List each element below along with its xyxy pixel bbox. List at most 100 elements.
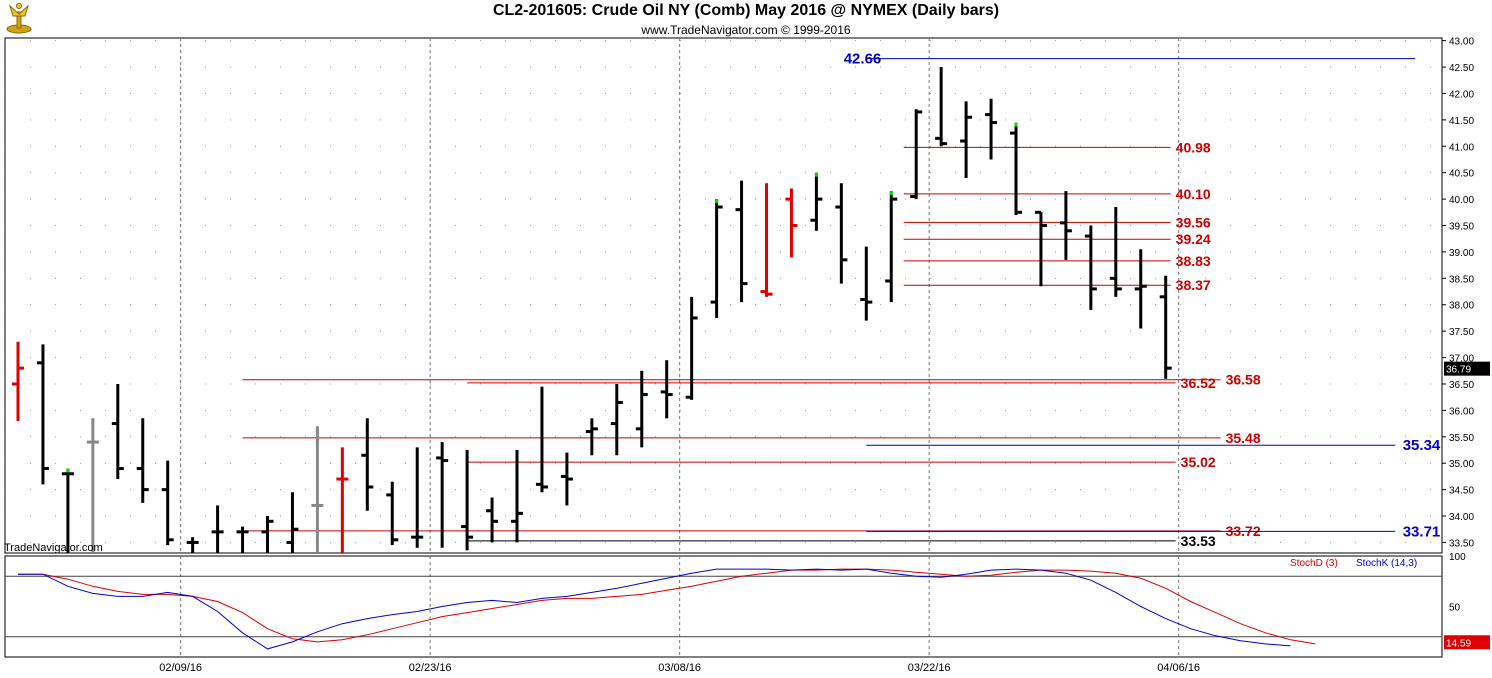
level-label: 33.72 [1226, 523, 1261, 539]
y-tick-label: 34.50 [1449, 486, 1474, 497]
y-tick-label: 42.50 [1449, 63, 1474, 74]
level-label: 42.66 [844, 51, 882, 68]
last-price-label: 36.79 [1446, 365, 1471, 376]
level-label: 35.02 [1181, 454, 1216, 470]
ohlc-bar [336, 447, 349, 553]
ohlc-bar [36, 344, 49, 485]
y-tick-label: 43.00 [1449, 37, 1474, 48]
ohlc-bar [885, 191, 898, 303]
ohlc-bar [860, 246, 873, 321]
legend-stochk: StochK (14,3) [1356, 558, 1417, 569]
y-tick-label: 38.00 [1449, 301, 1474, 312]
level-label: 40.98 [1176, 139, 1211, 155]
y-tick-label: 40.00 [1449, 195, 1474, 206]
ohlc-bar [710, 199, 723, 318]
level-label: 38.37 [1176, 277, 1211, 293]
ohlc-bar [12, 341, 24, 421]
y-tick-label: 35.00 [1449, 459, 1474, 470]
ohlc-bar [1159, 275, 1172, 379]
ohlc-bar [261, 516, 274, 553]
ohlc-bar [1109, 207, 1122, 297]
ohlc-bar [111, 383, 124, 480]
watermark-text: TradeNavigator.com [4, 542, 103, 554]
stoch-line [18, 568, 1291, 650]
x-tick-label: 02/23/16 [409, 662, 452, 674]
ohlc-bar [1084, 225, 1097, 311]
ohlc-bar [535, 386, 548, 493]
level-label: 39.24 [1176, 231, 1211, 247]
stoch-panel-frame [4, 555, 1443, 658]
level-label: 33.53 [1181, 533, 1216, 549]
x-tick-label: 02/09/16 [159, 662, 202, 674]
ohlc-bar [1034, 210, 1047, 287]
ohlc-bar [86, 418, 99, 553]
level-label: 33.71 [1403, 523, 1441, 540]
price-panel[interactable]: 43.00 42.50 42.00 41.50 41.00 40.50 40.00 39.50… [4, 37, 1490, 554]
ohlc-bar [910, 109, 923, 200]
ohlc-bar [511, 450, 523, 543]
ohlc-bar [386, 481, 399, 546]
ohlc-bar [660, 360, 673, 419]
y-tick-label: 37.00 [1449, 354, 1474, 365]
ohlc-bar [236, 526, 249, 553]
y-tick-label: 42.00 [1449, 89, 1474, 100]
y-tick-label: 41.50 [1449, 116, 1474, 127]
last-stoch-label: 14.59 [1446, 638, 1471, 649]
level-label: 36.58 [1226, 372, 1261, 388]
ohlc-bar [186, 537, 199, 553]
level-label: 35.34 [1403, 437, 1441, 454]
ohlc-bar [735, 180, 748, 303]
ohlc-bar [411, 447, 424, 548]
ohlc-bar [286, 492, 299, 553]
y-tick-label: 39.00 [1449, 248, 1474, 259]
ohlc-bar [960, 101, 973, 178]
ohlc-bar [1010, 122, 1022, 215]
ohlc-bar [585, 418, 598, 456]
y-tick-label: 36.50 [1449, 380, 1474, 391]
ohlc-bar [486, 497, 499, 543]
stochastic-panel[interactable]: 02/09/16 02/23/16 03/08/16 03/22/16 04/06/16… [4, 552, 1490, 674]
y-tick-label: 33.50 [1449, 538, 1474, 549]
ohlc-bar [835, 183, 848, 284]
last-price-box [1444, 361, 1490, 376]
level-label: 36.52 [1181, 375, 1216, 391]
ohlc-bar [136, 418, 149, 503]
ohlc-bar [1059, 191, 1072, 260]
y-tick-label: 38.50 [1449, 274, 1474, 285]
ohlc-bar [935, 67, 948, 147]
ohlc-bar [985, 98, 998, 160]
ohlc-bar [635, 370, 648, 448]
stoch-y-tick-label: 50 [1449, 603, 1461, 614]
level-label: 39.56 [1176, 214, 1211, 230]
y-tick-label: 40.50 [1449, 169, 1474, 180]
x-tick-label: 03/22/16 [908, 662, 951, 674]
ohlc-bar [560, 452, 573, 506]
y-tick-label: 37.50 [1449, 327, 1474, 338]
ohlc-bar [61, 468, 74, 553]
ohlc-bar [685, 296, 698, 400]
legend-stochd: StochD (3) [1290, 558, 1338, 569]
ohlc-bar [1134, 249, 1147, 329]
chart-title: CL2-201605: Crude Oil NY (Comb) May 2016… [492, 2, 1000, 19]
ohlc-bar [810, 172, 823, 231]
level-label: 35.48 [1226, 430, 1261, 446]
ohlc-bar [361, 418, 374, 511]
y-tick-label: 36.00 [1449, 406, 1474, 417]
price-panel-frame [4, 37, 1443, 554]
ohlc-bar [461, 450, 474, 551]
ohlc-bar [211, 505, 224, 553]
gold-trophy-icon [4, 2, 34, 34]
x-tick-label: 03/08/16 [658, 662, 701, 674]
ohlc-bar [760, 183, 773, 297]
y-tick-label: 34.00 [1449, 512, 1474, 523]
ohlc-bar [161, 460, 174, 546]
stoch-y-tick-label: 100 [1449, 552, 1466, 563]
y-tick-label: 41.00 [1449, 142, 1474, 153]
x-tick-label: 04/06/16 [1157, 662, 1200, 674]
ohlc-bar [311, 426, 324, 553]
ohlc-bar [610, 383, 623, 456]
stoch-line [18, 568, 1316, 645]
chart-subtitle: www.TradeNavigator.com © 1999-2016 [641, 23, 851, 37]
last-stoch-box [1444, 635, 1490, 650]
